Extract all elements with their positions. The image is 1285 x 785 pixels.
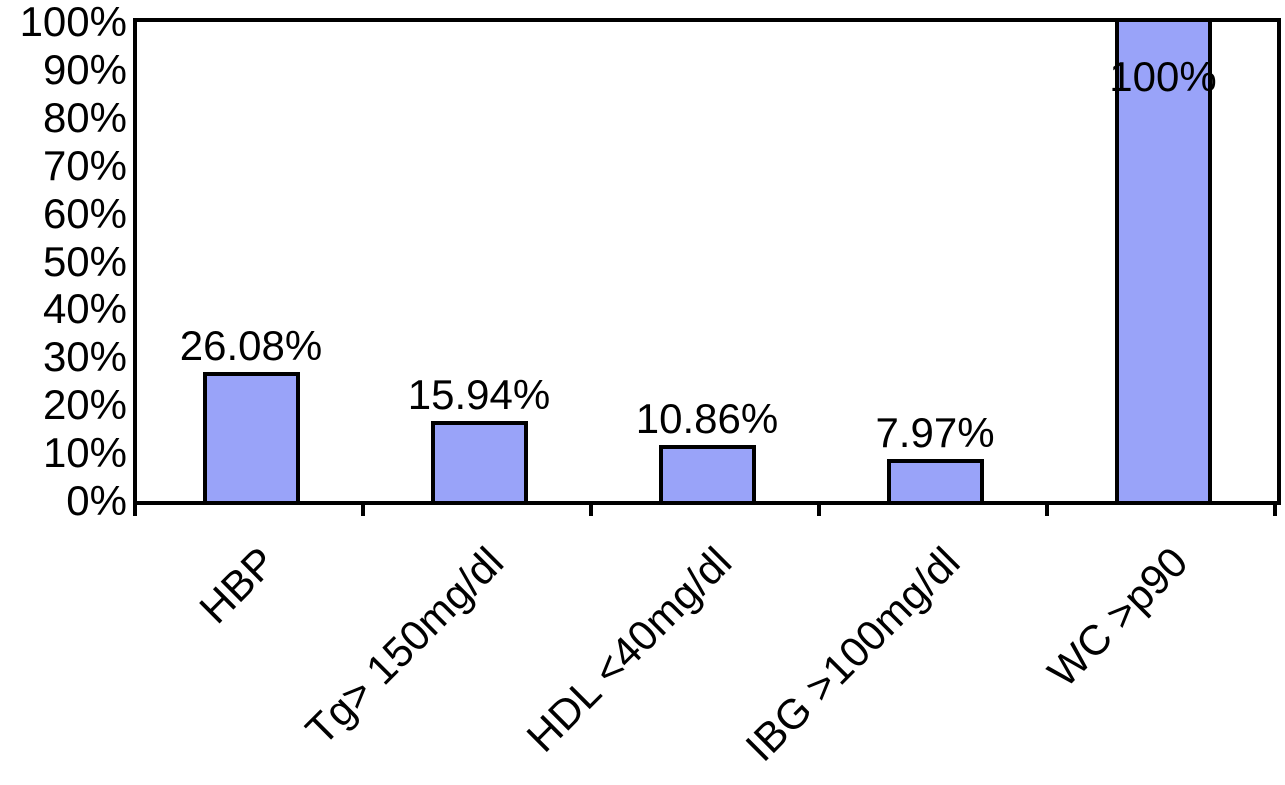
y-tick-label: 60% — [42, 190, 127, 237]
y-tick-label: 80% — [42, 94, 127, 141]
y-tick-label: 30% — [42, 333, 127, 380]
x-tick-mark — [817, 501, 821, 516]
bar-4 — [887, 459, 984, 501]
x-tick-mark — [1045, 501, 1049, 516]
y-tick-label: 20% — [42, 381, 127, 428]
x-category-label: HDL <40mg/dl — [517, 538, 741, 761]
bar-2 — [431, 421, 528, 501]
plot-area — [133, 18, 1281, 505]
x-tick-mark — [133, 501, 137, 516]
bar-value-label: 100% — [1109, 53, 1217, 100]
bar-1 — [203, 372, 300, 501]
x-tick-mark — [1273, 501, 1277, 516]
bar-value-label: 7.97% — [875, 409, 995, 456]
y-tick-label: 0% — [66, 477, 127, 524]
y-tick-label: 90% — [42, 46, 127, 93]
y-tick-label: 100% — [19, 0, 127, 45]
x-category-label: IBG >100mg/dl — [736, 538, 969, 771]
bar-value-label: 26.08% — [179, 322, 323, 369]
x-category-label: WC >p90 — [1038, 538, 1197, 696]
x-tick-mark — [589, 501, 593, 516]
y-tick-label: 10% — [42, 429, 127, 476]
bar-3 — [659, 445, 756, 501]
bar-value-label: 15.94% — [407, 371, 551, 418]
bar-5 — [1115, 18, 1212, 501]
bar-value-label: 10.86% — [635, 395, 779, 442]
x-category-label: Tg> 150mg/dl — [296, 538, 513, 754]
y-tick-label: 50% — [42, 238, 127, 285]
x-category-label: HBP — [189, 538, 285, 633]
x-tick-mark — [361, 501, 365, 516]
y-tick-label: 40% — [42, 285, 127, 332]
y-tick-label: 70% — [42, 142, 127, 189]
